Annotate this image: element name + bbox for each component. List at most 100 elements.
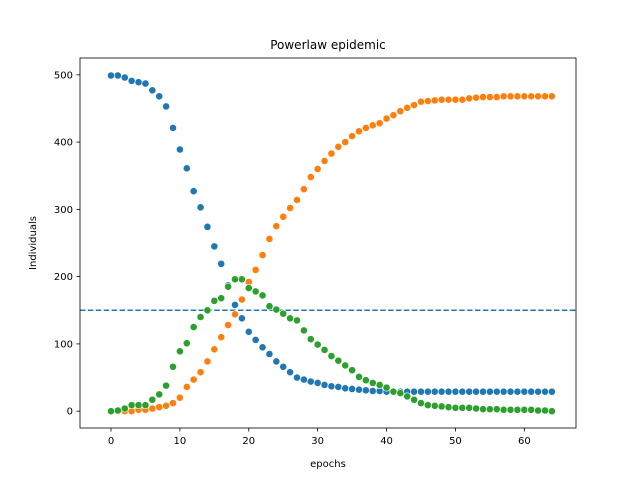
data-point [430,401,439,410]
data-point [472,387,481,396]
data-point [251,266,260,274]
data-point [217,259,226,268]
data-point [472,404,481,413]
data-point [451,387,460,396]
data-point [313,165,322,173]
data-point [547,407,556,416]
data-point [541,387,549,396]
data-point [444,95,453,104]
data-point [541,92,549,101]
data-point [162,381,171,390]
data-point [368,379,377,387]
data-point [396,107,405,116]
data-point [313,379,322,387]
data-point [458,403,467,412]
data-point [169,399,177,408]
data-point [499,387,508,396]
data-point [382,383,391,392]
data-point [120,73,129,82]
data-point [465,403,474,412]
data-point [410,101,419,109]
data-point [485,387,494,396]
data-point [148,404,157,413]
data-point [389,387,398,396]
data-point [547,92,556,101]
data-point [423,97,432,105]
data-point [279,362,288,371]
chart-title: Powerlaw epidemic [270,38,386,52]
data-point [175,145,184,154]
data-point [513,405,522,414]
data-point [148,395,157,404]
data-point [182,383,191,391]
data-point [203,357,212,366]
data-point [258,251,267,260]
x-tick-label: 60 [518,436,531,447]
data-point [520,405,529,414]
data-point [396,389,405,397]
data-point [534,406,543,415]
data-point [272,222,281,231]
data-point [155,390,164,399]
data-point [224,321,233,329]
data-point [175,393,184,402]
y-axis: 0 100 200 300 400 500 [54,70,80,418]
data-point [492,405,501,414]
data-point [134,401,143,410]
data-point [169,362,177,371]
data-point [423,387,432,396]
data-point [196,203,205,212]
data-point [534,387,543,396]
data-point [272,305,281,314]
data-point [417,97,425,106]
data-point [513,92,522,101]
data-point [286,314,295,323]
data-point [355,372,363,381]
data-point [499,92,508,101]
data-point [251,287,260,296]
x-tick-label: 50 [449,436,462,447]
data-point [327,352,336,360]
data-point [437,95,446,104]
data-point [210,242,219,251]
series-1 [107,71,556,396]
data-point [327,382,336,391]
data-point [341,138,350,146]
data-point [244,327,253,336]
x-tick-label: 20 [242,436,255,447]
data-point [203,306,212,315]
data-point [320,381,329,389]
data-point [299,375,308,384]
data-point [361,386,370,395]
data-point [506,92,515,101]
data-point [499,405,508,414]
data-point [355,385,363,394]
data-point [527,92,536,101]
data-point [423,401,432,410]
data-point [430,96,439,105]
data-point [520,387,529,396]
data-point [162,401,171,410]
data-point [437,402,446,411]
data-point [334,142,343,151]
y-tick-label: 0 [67,407,73,418]
y-tick-label: 100 [54,339,73,350]
data-point [541,406,549,415]
data-point [286,204,295,212]
data-point [113,71,122,80]
data-point [327,149,336,158]
data-point [162,102,171,111]
data-point [107,407,115,416]
data-point [410,387,419,396]
data-point [306,173,315,181]
data-point [465,387,474,396]
data-point [375,119,384,128]
data-point [237,314,246,323]
data-point [189,323,198,331]
data-point [437,387,446,396]
data-point [141,401,150,410]
data-point [382,114,391,123]
data-point [217,294,226,303]
data-point [127,401,136,410]
